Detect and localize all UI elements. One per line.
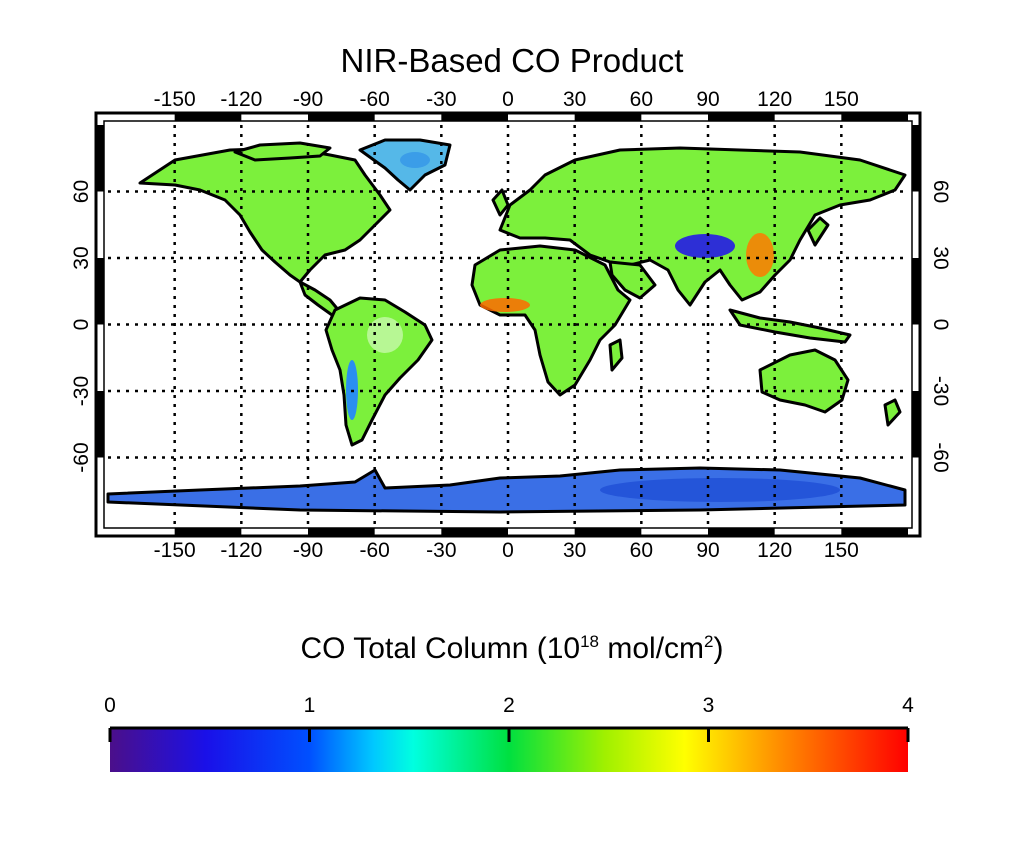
bottom-lon-tick-label: -90	[293, 539, 323, 562]
new-zealand	[883, 398, 902, 427]
top-lon-tick-label: -60	[359, 88, 389, 111]
left-lat-tick-label: -30	[70, 376, 93, 406]
bottom-lon-tick-label: -120	[220, 539, 262, 562]
left-lat-tick-label: 30	[70, 246, 93, 269]
bottom-lon-tick-label: 60	[630, 539, 653, 562]
bottom-lon-tick-label: -30	[426, 539, 456, 562]
land-layer	[106, 138, 907, 514]
colorbar: 0 1 2 3 4	[104, 694, 914, 772]
bottom-lon-tick-label: 90	[696, 539, 719, 562]
amazon-low-data	[367, 317, 403, 353]
bottom-lon-tick-label: 0	[502, 539, 514, 562]
bottom-lon-tick-label: -150	[154, 539, 196, 562]
japan	[806, 216, 830, 247]
bottom-lon-tick-label: -60	[359, 539, 389, 562]
graticule	[108, 125, 908, 524]
right-lat-tick-label: -30	[929, 376, 952, 406]
arabia	[608, 260, 657, 300]
map-frame	[94, 111, 922, 538]
right-lat-tick-label: 0	[929, 319, 952, 331]
greenland-core	[400, 152, 430, 168]
colorbar-tick-label: 0	[104, 694, 116, 717]
arctic-islands	[233, 141, 332, 162]
madagascar	[608, 338, 624, 372]
australia	[758, 348, 850, 414]
left-latitude-labels: 60 30 0 -30 -60	[70, 180, 93, 473]
top-lon-tick-label: 120	[757, 88, 792, 111]
top-lon-tick-label: -150	[154, 88, 196, 111]
left-lat-tick-label: 0	[70, 319, 93, 331]
right-lat-tick-label: 30	[929, 246, 952, 269]
top-lon-tick-label: 0	[502, 88, 514, 111]
colorbar-tick-label: 3	[703, 694, 715, 717]
top-lon-tick-label: 150	[824, 88, 859, 111]
top-longitude-labels: -150 -120 -90 -60 -30 0 30 60 90 120 150	[154, 88, 859, 111]
british-isles	[491, 188, 510, 217]
china-high-co	[746, 233, 774, 277]
bottom-lon-tick-label: 150	[824, 539, 859, 562]
bottom-lon-tick-label: 30	[563, 539, 586, 562]
bottom-lon-tick-label: 120	[757, 539, 792, 562]
map-title: NIR-Based CO Product	[340, 42, 684, 79]
right-lat-tick-label: 60	[929, 180, 952, 203]
bottom-longitude-labels: -150 -120 -90 -60 -30 0 30 60 90 120 150	[154, 539, 859, 562]
top-lon-tick-label: -30	[426, 88, 456, 111]
top-lon-tick-label: 30	[563, 88, 586, 111]
top-lon-tick-label: -90	[293, 88, 323, 111]
africa	[470, 244, 632, 397]
right-lat-tick-label: -60	[929, 442, 952, 472]
indonesia	[728, 308, 852, 344]
colorbar-tick-label: 1	[304, 694, 316, 717]
west-africa-high-co	[480, 298, 530, 312]
top-lon-tick-label: 90	[696, 88, 719, 111]
top-lon-tick-label: 60	[630, 88, 653, 111]
tibet-low-co	[675, 234, 735, 258]
north-america	[138, 146, 392, 284]
left-lat-tick-label: -60	[70, 442, 93, 472]
concentration-highlights	[346, 152, 840, 502]
right-latitude-labels: 60 30 0 -30 -60	[929, 180, 952, 473]
top-lon-tick-label: -120	[220, 88, 262, 111]
colorbar-tick-label: 2	[503, 694, 515, 717]
colorbar-title: CO Total Column (1018 mol/cm2)	[300, 632, 724, 665]
left-lat-tick-label: 60	[70, 180, 93, 203]
colorbar-tick-label: 4	[902, 694, 914, 717]
antarctica-core	[600, 478, 840, 502]
